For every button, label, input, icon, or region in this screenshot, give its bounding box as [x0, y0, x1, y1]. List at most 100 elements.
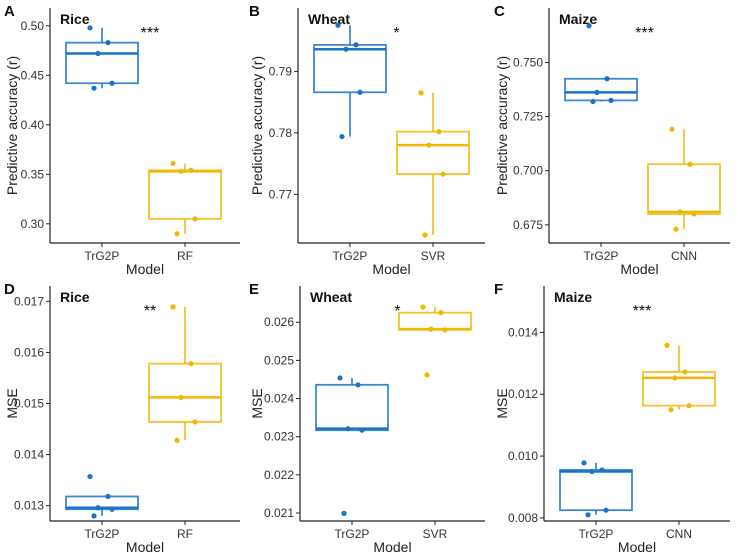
panel-f: F Maize 0.008 0.010 0.012 0.014 TrG2P CNN Model M… — [494, 281, 730, 555]
panel-a: A Rice 0.30 0.35 0.40 0.45 0.50 TrG2P RF Model Pre… — [4, 3, 240, 277]
data-point — [677, 209, 683, 215]
data-point — [581, 460, 587, 466]
x-tick-label: TrG2P — [579, 527, 614, 541]
data-point — [337, 375, 343, 381]
data-point — [87, 25, 93, 31]
panel-title: Maize — [559, 11, 597, 27]
data-point — [178, 168, 184, 174]
data-point — [109, 80, 115, 86]
data-point — [174, 437, 180, 443]
data-point — [608, 97, 614, 103]
y-tick-label: 0.024 — [264, 392, 294, 406]
x-tick-label: CNN — [671, 249, 697, 263]
panel-e: E Wheat 0.021 0.022 0.023 0.024 0.025 0.026 TrG2… — [249, 281, 485, 555]
data-point — [174, 231, 180, 237]
y-tick-label: 0.012 — [508, 387, 538, 401]
panel-d: D Rice 0.013 0.014 0.015 0.016 0.017 TrG2P RF Mod… — [4, 281, 240, 555]
panel-c: C Maize 0.675 0.700 0.725 0.750 TrG2P CNN Model P… — [494, 3, 730, 277]
data-point — [594, 89, 600, 95]
box-cnn — [647, 163, 721, 215]
y-tick-label: 0.750 — [513, 56, 543, 70]
data-point — [438, 310, 444, 316]
data-point — [188, 167, 194, 173]
y-tick-label: 0.725 — [513, 110, 543, 124]
data-point — [353, 42, 359, 48]
y-tick-label: 0.013 — [14, 499, 44, 513]
data-point — [192, 216, 198, 222]
x-axis-title: Model — [126, 539, 164, 555]
box-rf — [148, 169, 222, 220]
significance-marker: *** — [633, 303, 652, 320]
box-trg2p — [315, 383, 389, 432]
data-point — [105, 493, 111, 500]
data-point — [422, 232, 428, 238]
data-point — [428, 326, 434, 332]
panel-letter: A — [4, 3, 15, 20]
panel-letter: E — [249, 281, 259, 298]
x-tick-label: TrG2P — [85, 249, 120, 263]
box-svr — [396, 130, 470, 175]
data-point — [585, 512, 591, 518]
y-tick-label: 0.30 — [21, 217, 45, 231]
data-point — [599, 467, 605, 473]
data-point — [95, 50, 101, 57]
y-tick-label: 0.79 — [269, 64, 293, 78]
y-tick-label: 0.77 — [269, 187, 293, 201]
data-point — [687, 161, 693, 167]
data-point — [672, 375, 678, 381]
x-axis-title: Model — [618, 539, 656, 555]
x-axis-title: Model — [372, 261, 410, 277]
data-point — [420, 304, 426, 310]
panel-title: Rice — [60, 11, 90, 27]
x-tick-label: TrG2P — [85, 527, 120, 541]
y-tick-label: 0.700 — [513, 164, 543, 178]
data-point — [436, 129, 442, 135]
data-point — [91, 513, 97, 519]
y-axis-title: MSE — [4, 388, 20, 418]
data-point — [341, 510, 347, 516]
box-trg2p — [65, 495, 139, 511]
data-point — [589, 468, 595, 475]
y-tick-label: 0.016 — [14, 345, 44, 359]
panel-title: Maize — [554, 289, 592, 305]
y-axis-title: Predictive accuracy (r) — [494, 56, 510, 195]
data-point — [604, 76, 610, 82]
data-point — [170, 304, 176, 310]
panel-letter: D — [4, 281, 15, 298]
y-tick-label: 0.014 — [508, 325, 538, 339]
data-point — [345, 426, 351, 432]
data-point — [586, 23, 592, 29]
data-point — [170, 160, 176, 167]
box-svr — [398, 311, 472, 331]
data-point — [91, 85, 97, 91]
x-axis-title: Model — [126, 261, 164, 277]
significance-marker: * — [393, 25, 399, 42]
data-point — [669, 126, 675, 132]
x-tick-label: RF — [177, 527, 193, 541]
box-trg2p — [559, 469, 633, 512]
y-tick-label: 0.014 — [14, 448, 44, 462]
y-tick-label: 0.021 — [264, 506, 294, 520]
significance-marker: *** — [635, 25, 654, 42]
y-tick-label: 0.026 — [264, 315, 294, 329]
data-point — [418, 90, 424, 96]
panel-title: Rice — [60, 289, 90, 305]
x-tick-label: TrG2P — [333, 249, 368, 263]
x-axis-title: Model — [373, 539, 411, 555]
data-point — [192, 419, 198, 425]
data-point — [339, 133, 345, 140]
panel-letter: F — [494, 281, 503, 298]
panel-letter: C — [494, 3, 505, 20]
data-point — [95, 505, 101, 511]
y-axis-title: MSE — [249, 388, 265, 418]
y-tick-label: 0.40 — [21, 118, 45, 132]
box-trg2p — [313, 44, 387, 94]
x-tick-label: CNN — [666, 527, 692, 541]
data-point — [664, 342, 670, 348]
x-tick-label: RF — [177, 249, 193, 263]
data-point — [673, 226, 679, 232]
significance-marker: * — [394, 303, 400, 320]
data-point — [424, 372, 430, 378]
x-tick-label: SVR — [421, 249, 446, 263]
x-tick-label: TrG2P — [584, 249, 619, 263]
